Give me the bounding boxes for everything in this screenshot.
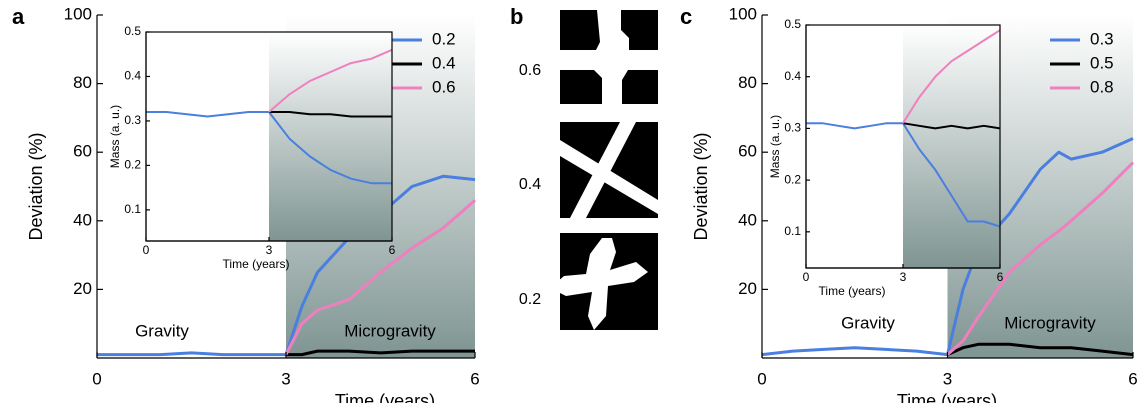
y-tick-label: 100	[64, 4, 92, 23]
x-tick-label: 6	[997, 270, 1004, 284]
y-tick-label: 100	[729, 4, 757, 23]
legend-label: 0.5	[1090, 53, 1114, 72]
y-tick-label: 0.2	[124, 158, 141, 172]
annotation: Microgravity	[344, 321, 436, 340]
y-tick-label: 0.5	[124, 24, 141, 38]
y-tick-label: 20	[73, 279, 92, 298]
y-axis-label: Deviation (%)	[691, 132, 711, 240]
legend-label: 0.4	[432, 53, 456, 72]
annotation: Gravity	[135, 321, 189, 340]
y-tick-label: 80	[73, 73, 92, 92]
y-tick-label: 0.5	[784, 17, 801, 31]
x-tick-label: 0	[143, 243, 150, 257]
y-tick-label: 40	[738, 210, 757, 229]
x-tick-label: 6	[470, 369, 479, 388]
y-tick-label: 0.4	[124, 69, 141, 83]
y-tick-label: 60	[738, 142, 757, 161]
x-axis-label: Time (years)	[897, 391, 997, 403]
y-tick-label: 0.3	[124, 113, 141, 127]
legend-label: 0.3	[1090, 29, 1114, 48]
panel-label: a	[12, 4, 25, 29]
x-tick-label: 3	[943, 369, 952, 388]
y-axis-label: Deviation (%)	[26, 132, 46, 240]
x-axis-label: Time (years)	[819, 284, 886, 298]
x-axis-label: Time (years)	[223, 257, 290, 271]
image-label: 0.4	[519, 176, 541, 193]
y-tick-label: 80	[738, 73, 757, 92]
legend-label: 0.2	[432, 29, 456, 48]
image-label: 0.2	[519, 291, 541, 308]
y-tick-label: 0.1	[124, 202, 141, 216]
y-axis-label: Mass (a. u.)	[108, 105, 122, 168]
x-tick-label: 3	[900, 270, 907, 284]
legend-label: 0.6	[432, 77, 456, 96]
y-axis-label: Mass (a. u.)	[768, 115, 782, 178]
y-tick-label: 0.3	[784, 121, 801, 135]
annotation: Gravity	[841, 313, 895, 332]
x-tick-label: 3	[266, 243, 273, 257]
figure: a b c 0.6 0.4 0.2 20406080100036Time (ye…	[0, 0, 1144, 403]
panel-label: c	[680, 4, 692, 29]
y-tick-label: 0.1	[784, 224, 801, 238]
y-tick-label: 60	[73, 142, 92, 161]
image-label: 0.6	[519, 62, 541, 79]
panel-b-images	[550, 10, 658, 330]
y-tick-label: 40	[73, 210, 92, 229]
y-tick-label: 20	[738, 279, 757, 298]
x-tick-label: 0	[757, 369, 766, 388]
y-tick-label: 0.2	[784, 172, 801, 186]
x-tick-label: 0	[803, 270, 810, 284]
y-tick-label: 0.4	[784, 69, 801, 83]
x-tick-label: 3	[281, 369, 290, 388]
panel-label: b	[510, 4, 523, 29]
x-axis-label: Time (years)	[335, 391, 435, 403]
x-tick-label: 6	[389, 243, 396, 257]
x-tick-label: 0	[92, 369, 101, 388]
legend-label: 0.8	[1090, 77, 1114, 96]
x-tick-label: 6	[1128, 369, 1137, 388]
annotation: Microgravity	[1004, 313, 1096, 332]
